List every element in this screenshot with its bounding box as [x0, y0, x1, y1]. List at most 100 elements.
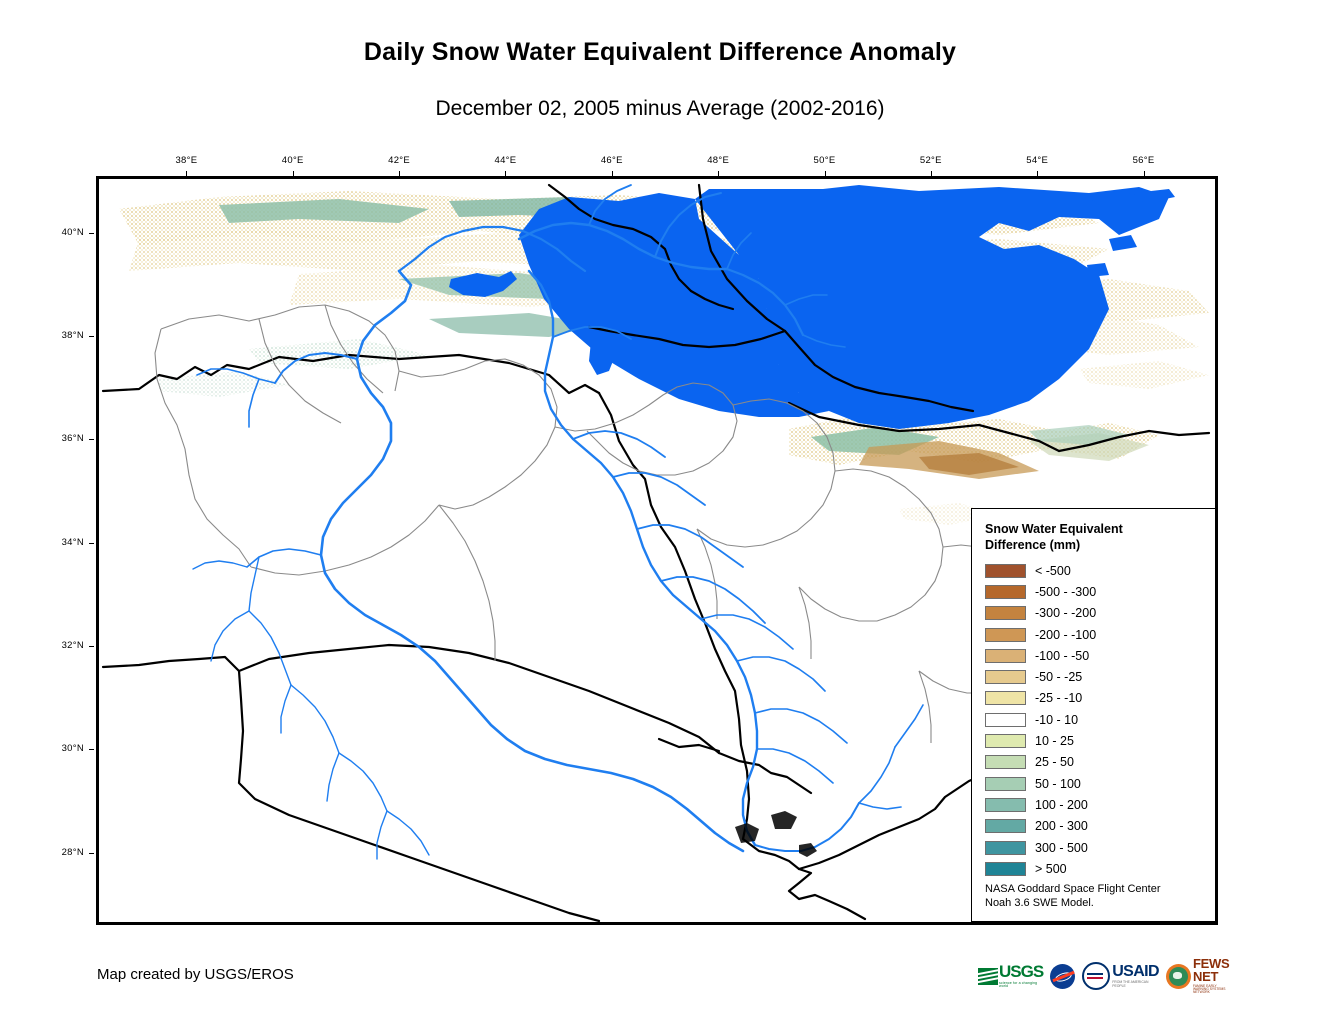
legend-row: 50 - 100	[985, 773, 1215, 794]
map-credit: Map created by USGS/EROS	[97, 966, 294, 983]
legend-row: -200 - -100	[985, 624, 1215, 645]
lake-van	[449, 271, 517, 297]
legend-label: 25 - 50	[1035, 755, 1074, 770]
lat-tick-mark	[89, 852, 94, 854]
lat-tick-mark	[89, 336, 94, 338]
legend-row: > 500	[985, 858, 1215, 879]
lat-tick-label: 40°N	[61, 226, 84, 238]
usaid-tagline: FROM THE AMERICAN PEOPLE	[1112, 980, 1149, 988]
lon-tick-label: 48°E	[707, 155, 730, 166]
fews-globe-icon	[1165, 963, 1191, 989]
usgs-tagline: science for a changing world	[999, 980, 1038, 989]
lat-tick-mark	[89, 646, 94, 648]
caspian-sea	[519, 185, 1169, 429]
legend-swatch	[985, 584, 1026, 599]
lat-tick-label: 32°N	[61, 640, 84, 652]
lon-tick-label: 44°E	[494, 155, 517, 166]
lon-tick-label: 46°E	[600, 155, 623, 166]
nasa-meatball-icon	[1050, 963, 1076, 989]
legend-title-line1: Snow Water Equivalent	[985, 522, 1123, 536]
legend-note-line2: Noah 3.6 SWE Model.	[985, 897, 1094, 910]
legend-row: -25 - -10	[985, 688, 1215, 709]
lake-urmia	[589, 319, 621, 375]
legend-row: 200 - 300	[985, 816, 1215, 837]
legend-swatch	[985, 819, 1026, 834]
legend-label: 100 - 200	[1035, 797, 1088, 812]
fews-net-logo: FEWS NET FAMINE EARLY WARNING SYSTEMS NE…	[1165, 957, 1230, 994]
lat-tick-mark	[89, 439, 94, 441]
legend-swatch	[985, 606, 1026, 621]
rivers	[192, 184, 924, 860]
legend-label: 300 - 500	[1035, 840, 1088, 855]
legend-label: -100 - -50	[1035, 648, 1090, 663]
lon-tick-mark	[1037, 171, 1039, 176]
usgs-logo: USGS science for a changing world	[978, 959, 1044, 993]
lat-tick-mark	[89, 232, 94, 234]
lon-tick-label: 50°E	[813, 155, 836, 166]
legend-label: -25 - -10	[1035, 691, 1083, 706]
usgs-wave-icon	[978, 967, 998, 985]
legend-label: > 500	[1035, 861, 1067, 876]
legend-row: -10 - 10	[985, 709, 1215, 730]
lon-tick-label: 38°E	[175, 155, 198, 166]
lat-tick-mark	[89, 749, 94, 751]
lon-tick-label: 40°E	[281, 155, 304, 166]
usaid-wordmark: USAID	[1112, 962, 1159, 980]
legend-swatch	[985, 776, 1026, 791]
legend-row: 100 - 200	[985, 794, 1215, 815]
legend-label: < -500	[1035, 563, 1071, 578]
legend-swatch	[985, 840, 1026, 855]
usaid-seal-icon	[1082, 962, 1111, 990]
legend-label: -200 - -100	[1035, 627, 1097, 642]
legend-swatch	[985, 670, 1026, 685]
legend-row: -300 - -200	[985, 603, 1215, 624]
legend-row: -50 - -25	[985, 666, 1215, 687]
legend-note-line1: NASA Goddard Space Flight Center	[985, 882, 1161, 895]
legend-label: -10 - 10	[1035, 712, 1079, 727]
legend-label: 10 - 25	[1035, 734, 1074, 749]
lat-tick-label: 34°N	[61, 536, 84, 548]
page-title: Daily Snow Water Equivalent Difference A…	[363, 38, 957, 66]
legend-label: -500 - -300	[1035, 584, 1097, 599]
lat-tick-mark	[89, 542, 94, 544]
legend-swatch	[985, 712, 1026, 727]
lat-tick-label: 30°N	[61, 743, 84, 755]
legend-swatch	[985, 691, 1026, 706]
lon-tick-mark	[930, 171, 932, 176]
legend-class-list: < -500 -500 - -300 -300 - -200 -200 - -100 -…	[985, 560, 1215, 879]
lon-tick-mark	[505, 171, 507, 176]
lon-tick-label: 42°E	[388, 155, 411, 166]
lon-tick-label: 56°E	[1132, 155, 1155, 166]
legend-source-note: NASA Goddard Space Flight Center Noah 3.…	[985, 882, 1160, 911]
legend-swatch	[985, 648, 1026, 663]
legend-row: < -500	[985, 560, 1215, 581]
usgs-wordmark: USGS	[999, 962, 1044, 982]
legend-label: 50 - 100	[1035, 776, 1081, 791]
legend-row: -100 - -50	[985, 645, 1215, 666]
map-legend: Snow Water Equivalent Difference (mm) < …	[971, 508, 1216, 922]
lon-tick-mark	[292, 171, 294, 176]
caspian-islets	[1085, 189, 1175, 277]
legend-label: -50 - -25	[1035, 670, 1083, 685]
page-subtitle: December 02, 2005 minus Average (2002-20…	[435, 97, 885, 120]
legend-row: -500 - -300	[985, 581, 1215, 602]
usaid-logo: USAID FROM THE AMERICAN PEOPLE	[1082, 959, 1160, 993]
lon-tick-mark	[824, 171, 826, 176]
lon-tick-label: 52°E	[919, 155, 942, 166]
legend-title: Snow Water Equivalent Difference (mm)	[985, 521, 1190, 553]
lon-tick-mark	[718, 171, 720, 176]
lat-tick-label: 36°N	[61, 433, 84, 445]
lat-tick-label: 38°N	[61, 330, 84, 342]
lon-tick-mark	[186, 171, 188, 176]
legend-row: 25 - 50	[985, 752, 1215, 773]
legend-swatch	[985, 563, 1026, 578]
agency-logos: USGS science for a changing world USAID …	[978, 956, 1230, 996]
legend-label: 200 - 300	[1035, 819, 1088, 834]
lat-tick-label: 28°N	[61, 846, 84, 858]
legend-swatch	[985, 797, 1026, 812]
legend-title-line2: Difference (mm)	[985, 538, 1081, 552]
lon-tick-label: 54°E	[1026, 155, 1049, 166]
lon-tick-mark	[1143, 171, 1145, 176]
legend-swatch	[985, 861, 1026, 876]
